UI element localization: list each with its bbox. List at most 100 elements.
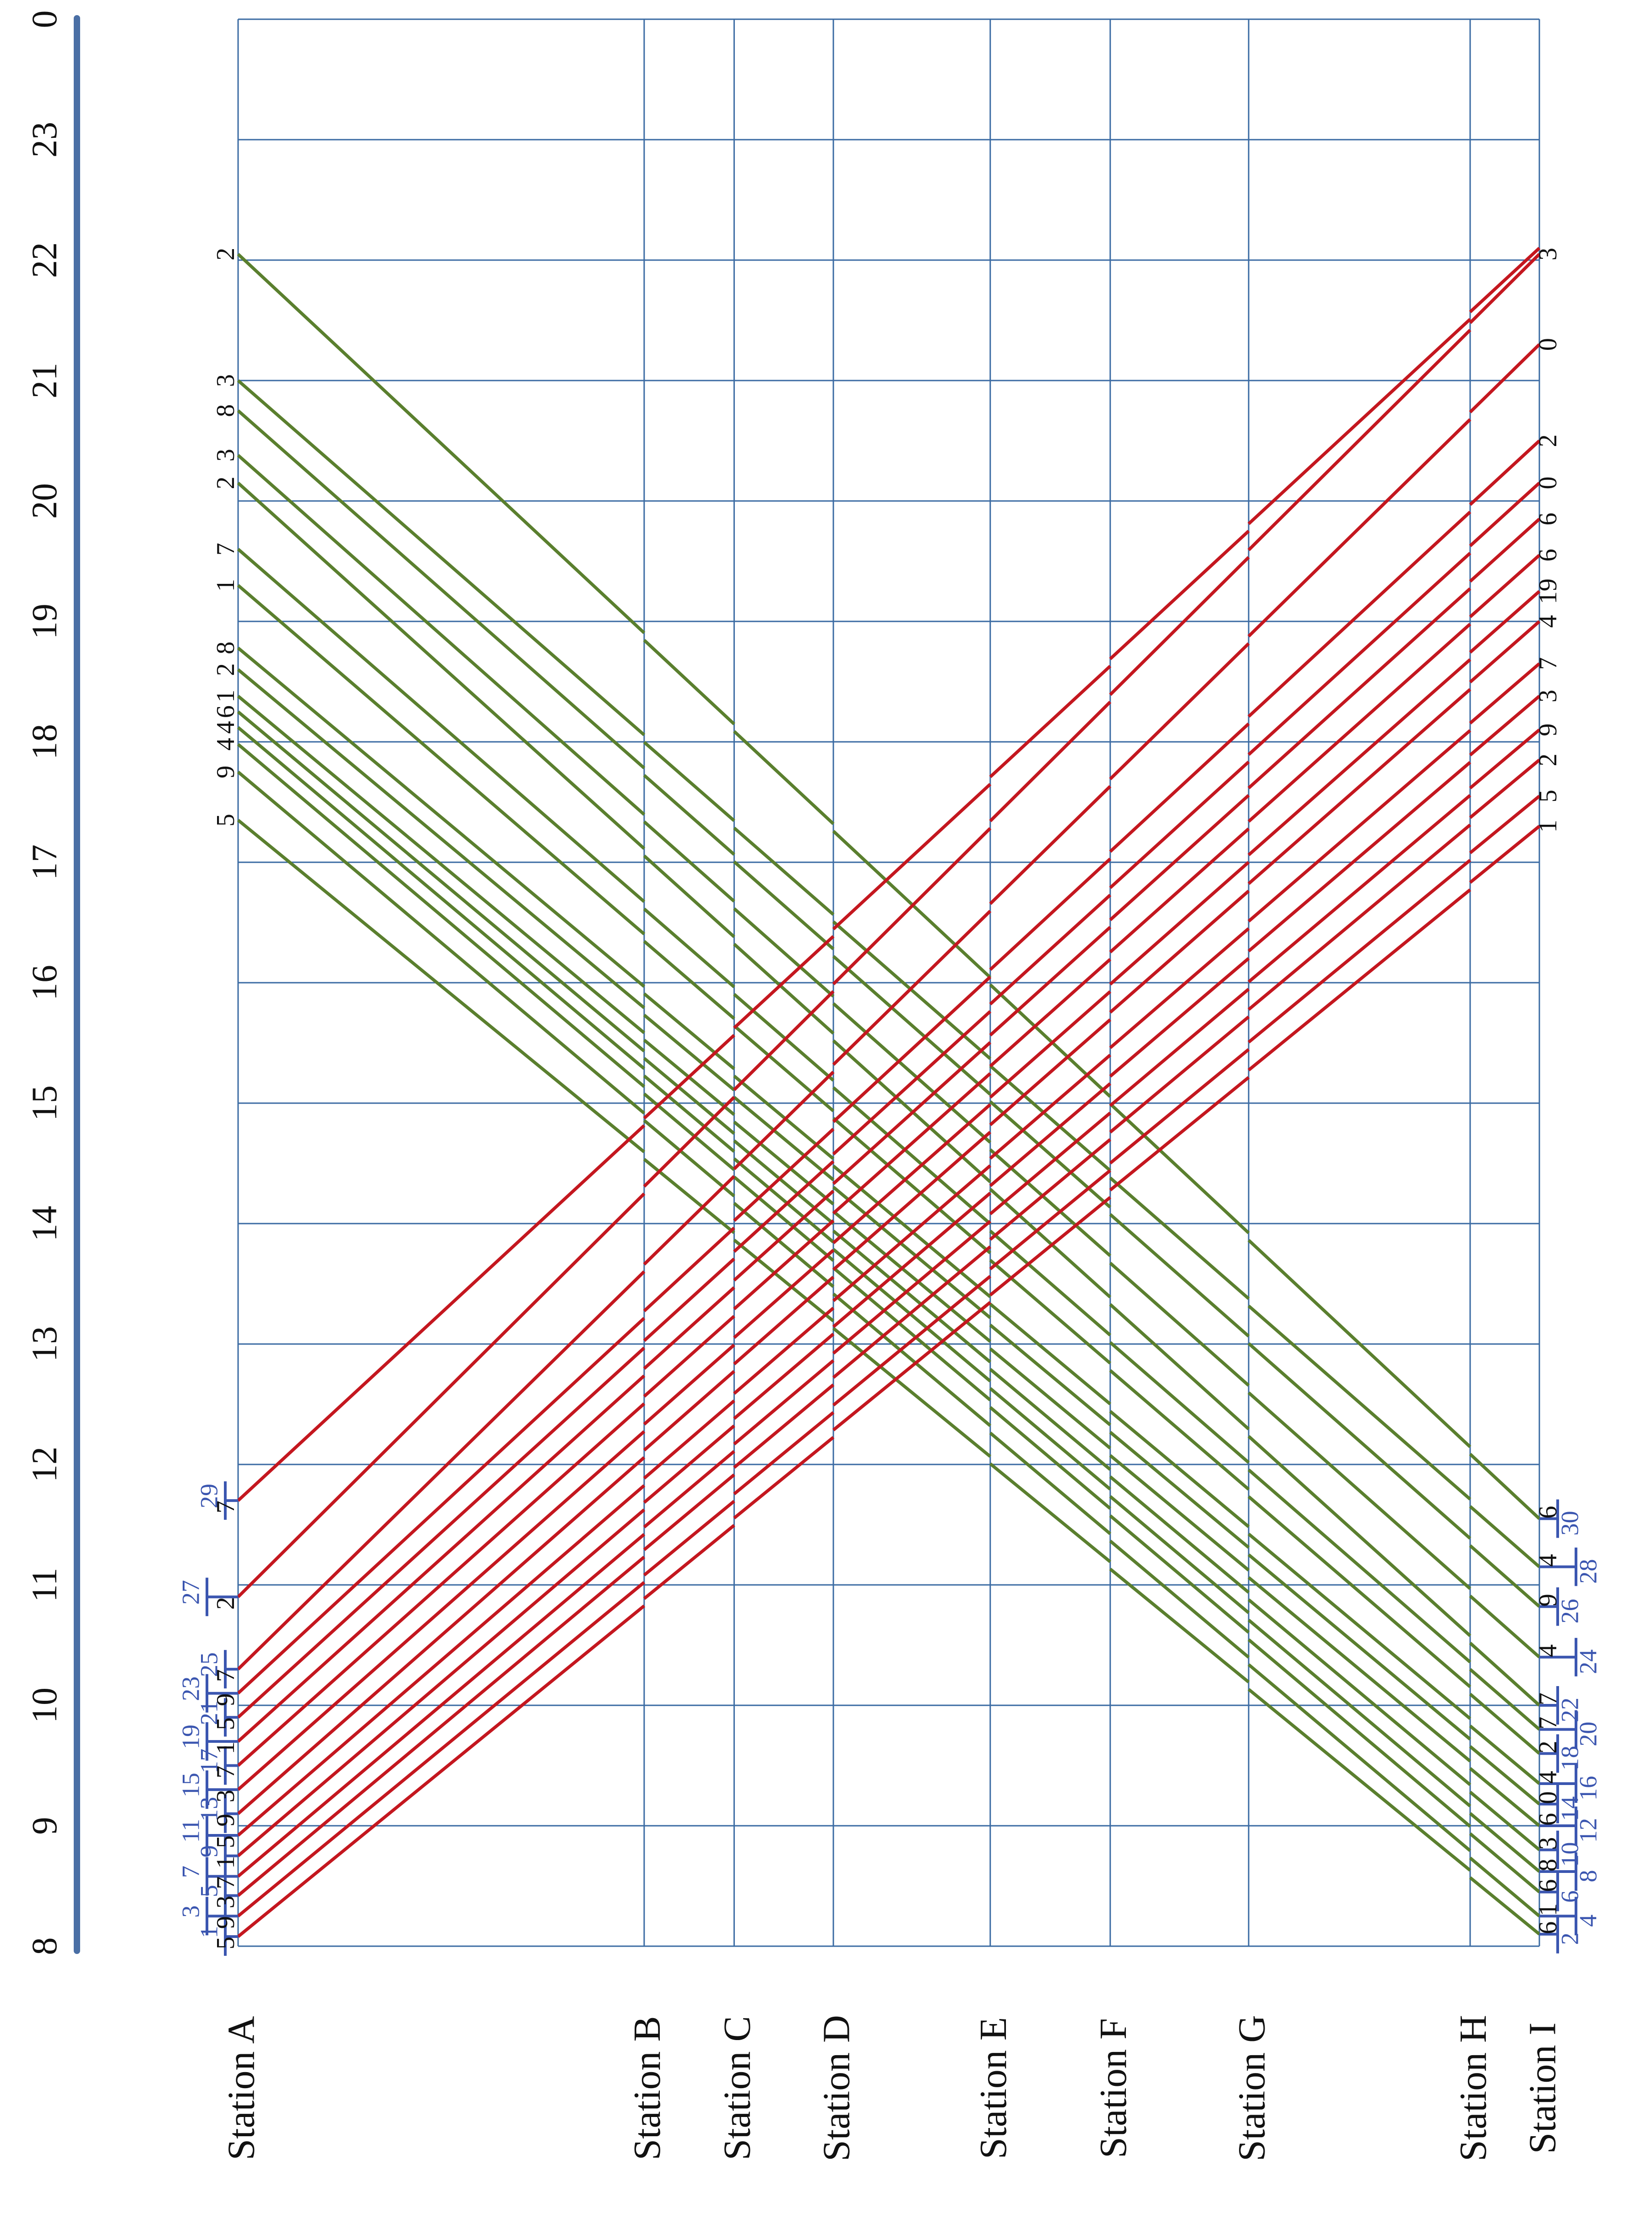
up-train-segment: [1247, 761, 1472, 952]
up-train-segment: [733, 1333, 835, 1420]
time-tick-label: 8: [24, 1937, 64, 1955]
down-train-segment: [237, 379, 646, 736]
minute-digit-a-arr: 5: [212, 814, 240, 827]
down-train-segment: [1109, 1213, 1250, 1338]
up-train-line: [237, 517, 1541, 1743]
up-train-segment: [1247, 552, 1472, 756]
up-train-segment: [237, 1508, 646, 1857]
up-train-segment: [643, 1175, 735, 1266]
down-train-segment: [733, 1157, 835, 1244]
down-train-segment: [237, 710, 646, 1053]
down-train-segment: [989, 1230, 1111, 1337]
down-train-segment: [989, 1368, 1111, 1471]
minute-digit-i-arr: 6: [1534, 512, 1562, 525]
minute-digit-a-dep: 7: [212, 1766, 240, 1779]
minute-digit-a-arr: 2: [212, 248, 240, 261]
down-train-segment: [832, 1230, 991, 1363]
wait-marker-label: 8: [1574, 1870, 1602, 1882]
up-train-segment: [1469, 253, 1541, 324]
up-train-segment: [989, 785, 1112, 905]
down-train-segment: [1109, 1567, 1250, 1684]
wait-marker-label: 25: [195, 1652, 223, 1677]
minute-digit-i-dep: 6: [1534, 1813, 1562, 1826]
up-train-segment: [237, 1270, 646, 1671]
up-train-segment: [989, 1111, 1111, 1215]
up-train-segment: [643, 1500, 735, 1577]
up-train-segment: [832, 1245, 991, 1379]
wait-marker-label: 18: [1556, 1746, 1583, 1770]
up-train-line: [237, 439, 1541, 1695]
minute-digit-i-dep: 2: [1534, 1741, 1562, 1753]
down-train-segment: [733, 1024, 835, 1112]
minute-digit-i-arr: 7: [1534, 657, 1562, 670]
down-train-line: [237, 481, 1541, 1707]
time-tick-label: 14: [24, 1206, 64, 1241]
up-train-segment: [733, 1190, 835, 1282]
grid: [237, 18, 1540, 1947]
up-train-segment: [643, 1450, 735, 1529]
down-train-segment: [1247, 1469, 1472, 1664]
wait-marker-label: 19: [177, 1725, 204, 1749]
down-train-segment: [1247, 1391, 1472, 1590]
up-train-segment: [1109, 827, 1250, 953]
minute-digit-a-dep: 7: [212, 1669, 240, 1682]
up-train-segment: [1469, 729, 1541, 789]
time-tick-label: 20: [24, 483, 64, 519]
up-train-segment: [733, 1071, 835, 1170]
down-train-segment: [643, 639, 735, 725]
wait-marker-label: 2: [1556, 1932, 1583, 1945]
minute-digit-a-dep: 5: [212, 1937, 240, 1949]
down-train-segment: [1247, 1239, 1472, 1448]
down-train-segment: [1247, 1305, 1472, 1501]
up-train-line: [237, 825, 1541, 1938]
down-train-segment: [832, 1002, 992, 1144]
down-train-segment: [733, 942, 835, 1035]
up-train-segment: [832, 1072, 992, 1215]
up-train-segment: [1469, 758, 1541, 819]
minute-digit-a-arr: 8: [212, 404, 240, 417]
minute-digit-i-arr: 0: [1534, 477, 1562, 490]
down-train-segment: [1109, 1176, 1250, 1300]
time-tick-label: 18: [24, 724, 64, 760]
down-train-segment: [832, 1292, 991, 1427]
up-train-segment: [733, 935, 835, 1029]
up-train-segment: [1247, 729, 1472, 923]
up-train-line: [237, 343, 1541, 1671]
down-train-segment: [832, 1210, 991, 1343]
down-train-segment: [733, 993, 835, 1082]
up-train-line: [237, 758, 1541, 1897]
up-train-segment: [989, 990, 1112, 1099]
down-train-segment: [1469, 1505, 1541, 1568]
time-tick-label: 15: [24, 1085, 64, 1121]
minute-digit-i-arr: 0: [1534, 338, 1562, 351]
down-train-segment: [733, 907, 835, 998]
time-tick-label: 12: [24, 1447, 64, 1482]
down-train-segment: [989, 1100, 1112, 1208]
minute-digit-i-arr: 5: [1534, 789, 1562, 802]
minute-digit-a-arr: 6: [212, 705, 240, 718]
down-train-segment: [1109, 1514, 1250, 1634]
up-train-line: [237, 482, 1541, 1719]
time-tick-label: 23: [24, 122, 64, 158]
minute-digit-i-dep: 4: [1534, 1644, 1562, 1657]
up-train-line: [237, 247, 1541, 1502]
minute-digit-a-dep: 3: [212, 1896, 240, 1909]
up-train-segment: [1469, 343, 1541, 414]
up-train-segment: [643, 1424, 735, 1504]
minute-digit-a-dep: 9: [212, 1916, 240, 1929]
up-train-segment: [1109, 556, 1250, 696]
minute-digit-i-dep: 8: [1534, 1859, 1562, 1872]
down-train-segment: [643, 940, 735, 1020]
up-train-segment: [643, 1096, 735, 1188]
time-tick-label: 22: [24, 242, 64, 278]
up-train-segment: [1469, 517, 1541, 583]
down-train-segment: [1247, 1619, 1472, 1807]
up-train-segment: [733, 1275, 835, 1366]
minute-digit-i-arr: 9: [1534, 724, 1562, 736]
down-train-segment: [1109, 1410, 1250, 1528]
up-train-segment: [989, 665, 1112, 778]
up-train-segment: [643, 1344, 735, 1426]
up-train-segment: [989, 1082, 1111, 1187]
wait-marker-label: 23: [177, 1676, 204, 1701]
down-train-segment: [237, 647, 646, 988]
